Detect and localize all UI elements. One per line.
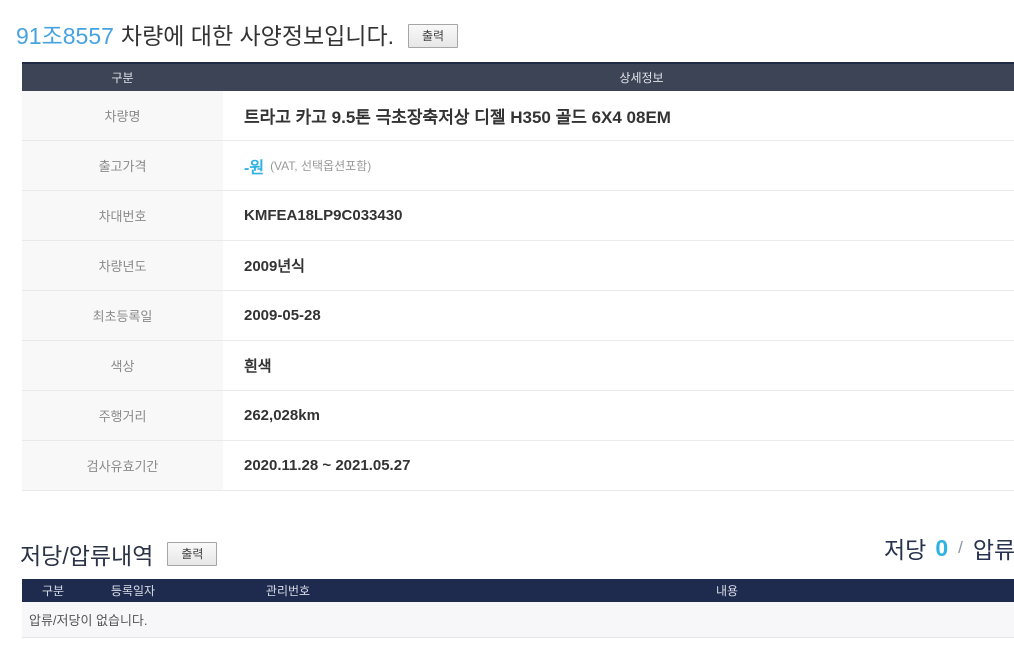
table-row-vin: 차대번호 KMFEA18LP9C033430 xyxy=(22,191,1014,241)
spec-row-value: KMFEA18LP9C033430 xyxy=(244,207,403,224)
vehicle-spec-page: 91조8557 차량에 대한 사양정보입니다. 출력 구분 상세정보 차량명 트… xyxy=(0,0,1014,638)
table-row-color: 색상 흰색 xyxy=(22,341,1014,391)
lien-table: 구분 등록일자 관리번호 내용 압류/저당이 없습니다. xyxy=(22,579,1014,638)
spec-row-value: 262,028km xyxy=(244,407,320,424)
spec-col-header-detail: 상세정보 xyxy=(619,71,664,85)
spec-row-label: 색상 xyxy=(22,341,223,390)
lien-title-text: 저당/압류내역 xyxy=(20,543,154,569)
page-title: 91조8557 차량에 대한 사양정보입니다. 출력 xyxy=(16,21,1014,51)
spec-row-value: 흰색 xyxy=(244,358,272,375)
table-row-vehicle-name: 차량명 트라고 카고 9.5톤 극초장축저상 디젤 H350 골드 6X4 08… xyxy=(22,91,1014,141)
lien-col-header-mgmt-no: 관리번호 xyxy=(265,584,311,598)
lien-section-header: 저당/압류내역 출력 xyxy=(0,538,1014,570)
summary-separator: / xyxy=(958,538,963,557)
lien-summary: 저당 0 / 압류 xyxy=(884,531,1014,565)
page-title-text: 차량에 대한 사양정보입니다. xyxy=(120,23,395,49)
spec-table-header-row: 구분 상세정보 xyxy=(22,64,1014,91)
spec-row-label: 출고가격 xyxy=(22,141,223,190)
lien-col-header-reg-date: 등록일자 xyxy=(110,584,156,598)
lien-table-header-row: 구분 등록일자 관리번호 내용 xyxy=(22,579,1014,602)
price-note: (VAT, 선택옵션포함) xyxy=(270,159,372,173)
table-row-mileage: 주행거리 262,028km xyxy=(22,391,1014,441)
spec-row-label: 검사유효기간 xyxy=(22,441,223,490)
table-row-inspection-period: 검사유효기간 2020.11.28 ~ 2021.05.27 xyxy=(22,441,1014,491)
spec-row-value: 2009년식 xyxy=(244,258,305,275)
seizure-label: 압류 xyxy=(972,537,1014,563)
lien-empty-message: 압류/저당이 없습니다. xyxy=(22,602,1014,638)
spec-col-header-category: 구분 xyxy=(111,71,134,85)
mortgage-label: 저당 xyxy=(884,537,927,563)
spec-row-label: 최초등록일 xyxy=(22,291,223,340)
mortgage-count: 0 xyxy=(935,534,949,561)
spec-row-value: 2020.11.28 ~ 2021.05.27 xyxy=(244,457,411,474)
spec-row-label: 차대번호 xyxy=(22,191,223,240)
lien-section-title: 저당/압류내역 출력 xyxy=(20,537,218,571)
spec-row-label: 차량년도 xyxy=(22,241,223,290)
spec-row-value: -원 (VAT, 선택옵션포함) xyxy=(223,141,1014,190)
print-spec-button[interactable]: 출력 xyxy=(408,24,459,48)
spec-row-value: 트라고 카고 9.5톤 극초장축저상 디젤 H350 골드 6X4 08EM xyxy=(244,108,671,127)
table-row-factory-price: 출고가격 -원 (VAT, 선택옵션포함) xyxy=(22,141,1014,191)
table-row-first-registered: 최초등록일 2009-05-28 xyxy=(22,291,1014,341)
table-row-model-year: 차량년도 2009년식 xyxy=(22,241,1014,291)
print-lien-button[interactable]: 출력 xyxy=(167,542,218,566)
lien-col-header-content: 내용 xyxy=(715,584,739,598)
spec-row-value: 2009-05-28 xyxy=(244,307,321,324)
page-header: 91조8557 차량에 대한 사양정보입니다. 출력 xyxy=(0,0,1014,53)
lien-col-header-category: 구분 xyxy=(41,584,65,598)
spec-row-label: 차량명 xyxy=(22,91,223,140)
price-value: -원 xyxy=(244,159,265,177)
spec-row-label: 주행거리 xyxy=(22,391,223,440)
spec-table: 구분 상세정보 차량명 트라고 카고 9.5톤 극초장축저상 디젤 H350 골… xyxy=(22,62,1014,491)
vehicle-plate-number: 91조8557 xyxy=(16,23,114,49)
